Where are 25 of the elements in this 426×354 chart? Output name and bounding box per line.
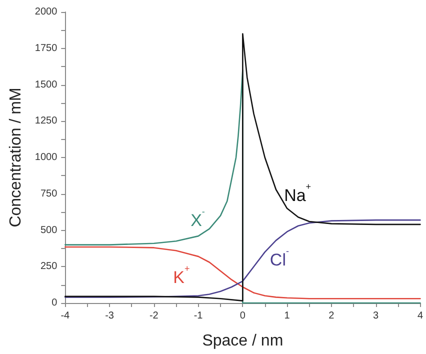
x-tick-label: -2 — [149, 310, 159, 322]
y-tick-label: 2000 — [34, 6, 58, 18]
x-tick-label: -3 — [105, 310, 114, 322]
series-label: X- — [190, 206, 205, 230]
y-tick-label: 1500 — [34, 79, 58, 90]
line-series — [64, 246, 421, 300]
y-tick-label: 1000 — [34, 152, 58, 163]
x-tick-label: 0 — [240, 310, 246, 322]
y-tick-label: 500 — [40, 224, 58, 236]
series-label: Cl- — [270, 246, 289, 270]
x-tick-label: 4 — [417, 310, 424, 322]
series-label: Na+ — [284, 182, 312, 206]
x-axis-title: Space / nm — [202, 332, 284, 350]
x-tick-label: 2 — [328, 310, 335, 322]
x-tick-label: 3 — [373, 310, 380, 322]
y-tick-label: 1750 — [34, 42, 58, 54]
y-tick-label: 750 — [40, 188, 58, 200]
y-tick-label: 1250 — [34, 116, 58, 127]
y-tick-label: 250 — [40, 261, 58, 272]
x-tick-label: 1 — [284, 310, 290, 322]
series-label: K+ — [173, 263, 190, 287]
y-tick-label: 0 — [52, 298, 58, 308]
y-axis-title: Concentration / mM — [8, 88, 24, 228]
x-tick-label: -1 — [194, 310, 204, 322]
x-tick-label: -4 — [60, 310, 70, 322]
